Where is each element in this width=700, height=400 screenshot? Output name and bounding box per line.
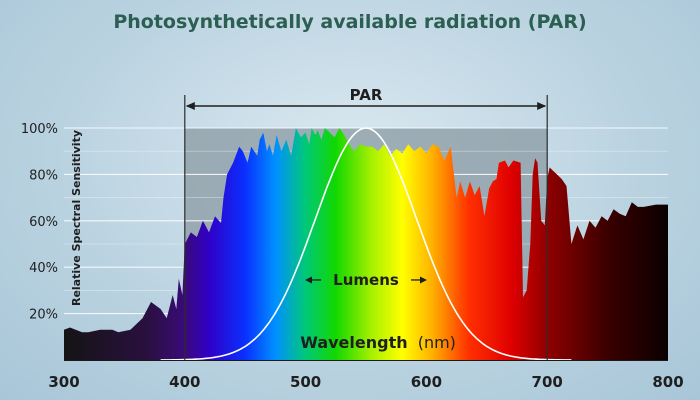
x-tick-labels: 300 400 500 600 700 800 [48,373,683,391]
y-tick-label: 80% [29,168,58,183]
par-label: PAR [350,86,383,104]
x-tick-label: 700 [532,373,563,391]
lumens-arrow-left-head [305,276,312,284]
y-tick-label: 60% [29,215,58,230]
x-tick-label: 600 [411,373,442,391]
x-axis-label-main: Wavelength [300,333,407,352]
x-tick-label: 800 [652,373,683,391]
spectrum-area [64,128,668,360]
lumens-curve [160,127,572,361]
y-tick-label: 40% [29,261,58,276]
lumens-arrow-right-head [420,276,427,284]
lumens-label: Lumens [333,271,399,289]
y-tick-label: 20% [29,308,58,323]
par-range-arrow [185,102,547,110]
y-axis-label: Relative Spectral Sensitivity [70,130,83,306]
y-tick-labels: 20% 40% 60% 80% 100% [21,122,58,323]
x-axis-label-unit: (nm) [418,333,456,352]
y-tick-label: 100% [21,122,58,137]
x-tick-label: 400 [169,373,200,391]
chart-title: Photosynthetically available radiation (… [113,11,586,33]
par-arrow-left-head [185,102,195,110]
x-axis-label: Wavelength (nm) [300,333,456,352]
x-tick-label: 300 [48,373,79,391]
lumens-annotation [305,276,427,284]
x-tick-label: 500 [290,373,321,391]
par-arrow-right-head [537,102,547,110]
